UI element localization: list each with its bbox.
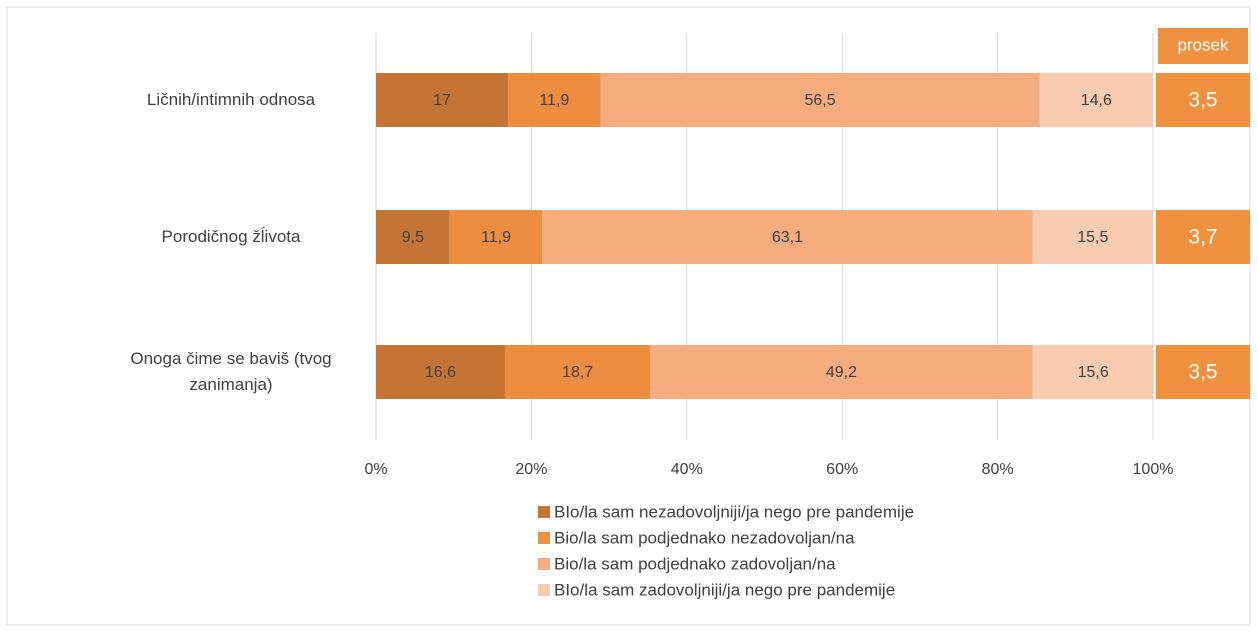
x-tick-label: 40% [671,461,703,478]
data-label: 14,6 [1081,92,1112,109]
bar-segment [1032,210,1153,264]
average-box [1156,210,1250,264]
x-tick-label: 20% [515,461,547,478]
average-value: 3,5 [1188,361,1217,384]
legend-label: Bio/la sam podjednako zadovoljan/na [554,554,836,573]
y-tick-label: Onoga čime se baviš (tvog zanimanja) [130,349,332,394]
bar-segment [376,210,450,264]
legend-swatch [538,532,550,544]
average-header: prosek [1177,35,1229,54]
average-box [1156,73,1250,127]
data-label: 11,9 [481,229,511,246]
data-label: 15,5 [1077,229,1108,246]
legend-swatch [538,584,550,596]
bar-segment [376,73,509,127]
average-value: 3,5 [1188,89,1217,112]
bar-segment [508,73,601,127]
bar-segment [504,345,651,399]
average-header-box [1158,28,1248,64]
data-label: 15,6 [1078,364,1109,381]
data-label: 56,5 [804,92,835,109]
data-label: 49,2 [826,364,857,381]
y-tick-label: Porodičnog žĺivota [161,227,301,246]
x-tick-label: 0% [364,461,387,478]
legend-label: Bio/la sam podjednako nezadovoljan/na [554,528,855,547]
legend-swatch [538,506,550,518]
y-tick-label: Ličnih/intimnih odnosa [146,90,316,109]
legend-label: BIo/la sam zadovoljniji/ja nego pre pand… [554,580,895,599]
bar-segment [449,210,543,264]
bar-segment [600,73,1040,127]
x-tick-label: 100% [1133,461,1174,478]
chart-frame [6,6,1251,626]
bar-segment [650,345,1033,399]
data-label: 16,6 [425,364,456,381]
bar-segment [542,210,1033,264]
bar-segment [1032,345,1154,399]
data-label: 63,1 [772,229,803,246]
legend-swatch [538,558,550,570]
x-tick-label: 60% [826,461,858,478]
average-value: 3,7 [1188,226,1217,249]
data-label: 17 [433,92,451,109]
legend-label: BIo/la sam nezadovoljniji/ja nego pre pa… [554,502,914,521]
bar-segment [376,345,505,399]
data-label: 18,7 [562,364,593,381]
data-label: 11,9 [539,92,569,109]
bar-segment [1039,73,1153,127]
x-tick-label: 80% [982,461,1014,478]
data-label: 9,5 [402,229,424,246]
average-box [1156,345,1250,399]
